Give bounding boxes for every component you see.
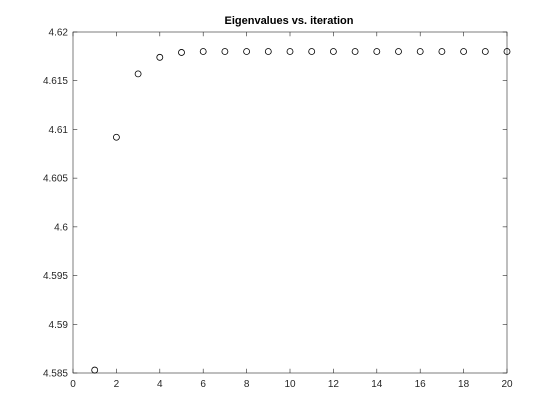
y-tick-label: 4.595	[43, 271, 68, 282]
data-point	[329, 48, 337, 55]
y-tick-label: 4.615	[43, 76, 68, 87]
data-point	[221, 48, 229, 55]
data-point	[438, 48, 446, 55]
data-point	[113, 133, 120, 141]
data-point	[503, 48, 511, 55]
x-tick-label: 10	[284, 379, 296, 390]
x-tick-label: 2	[114, 379, 120, 390]
x-tick-label: 6	[200, 379, 206, 390]
data-point	[373, 48, 381, 55]
x-tick-label: 8	[244, 379, 250, 390]
x-tick-label: 16	[415, 379, 427, 390]
data-point	[286, 48, 294, 55]
data-points	[91, 48, 511, 374]
y-tick-label: 4.62	[49, 28, 69, 39]
data-point	[243, 48, 251, 55]
x-tick-label: 0	[70, 379, 76, 390]
x-axis: 0 2 4 6 8 10 12 14 16 18 20	[70, 32, 513, 390]
x-tick-label: 4	[157, 379, 163, 390]
x-tick-label: 12	[328, 379, 340, 390]
y-tick-label: 4.605	[43, 174, 68, 185]
data-point	[351, 48, 359, 55]
x-tick-label: 14	[371, 379, 383, 390]
data-point	[134, 70, 142, 78]
data-point	[416, 48, 424, 55]
data-point	[156, 53, 164, 61]
data-point	[395, 48, 402, 55]
plot-area	[72, 31, 508, 374]
data-point	[91, 366, 99, 374]
data-point	[481, 48, 489, 55]
y-axis: 4.585 4.59 4.595 4.6 4.605 4.61 4.615 4.62	[43, 28, 507, 380]
y-tick-label: 4.6	[54, 222, 68, 233]
data-point	[264, 48, 272, 55]
x-tick-label: 20	[501, 379, 513, 390]
chart-title: Eigenvalues vs. iteration	[225, 15, 354, 27]
data-point	[460, 48, 468, 55]
y-tick-label: 4.61	[49, 125, 69, 136]
data-point	[199, 48, 207, 55]
data-point	[178, 49, 185, 56]
y-tick-label: 4.59	[49, 320, 69, 331]
y-tick-label: 4.585	[43, 369, 68, 380]
x-tick-label: 18	[458, 379, 470, 390]
data-point	[308, 48, 316, 55]
